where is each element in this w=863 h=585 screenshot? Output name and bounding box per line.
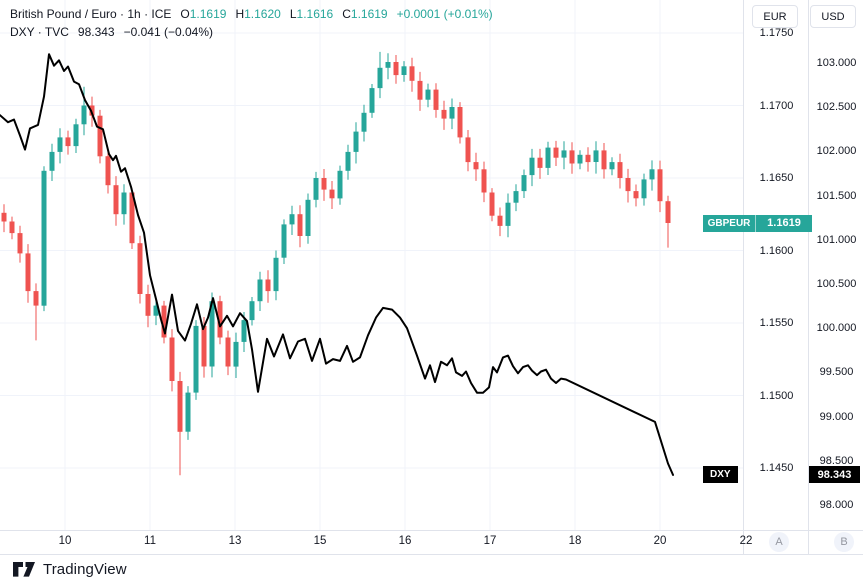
eur-price-scale[interactable]: 1.1750 1.1700 1.1650 1.1600 1.1550 1.1500 1.14… [743,0,809,530]
ohlc-token: H1.1620 [235,7,281,21]
usd-scale-tick: 99.500 [819,366,854,379]
symbol-change: +0.0001 (+0.01%) [396,7,493,21]
symbol-title: British Pound / Euro · 1h · ICE [10,7,172,21]
time-axis-label: 17 [483,535,497,547]
ohlc-token: C1.1619 [342,7,388,21]
time-axis[interactable]: 10 11 13 15 16 17 18 20 22 A B [0,530,863,555]
eur-scale-tick: 1.1600 [759,244,794,257]
gbpeur-badge-value: 1.1619 [755,214,812,232]
usd-scale-button[interactable]: USD [810,5,856,28]
usd-scale-tick: 98.500 [819,454,854,467]
eur-scale-tick: 1.1500 [759,389,794,402]
usd-scale-tick: 101.500 [816,189,857,202]
compare-change: −0.041 (−0.04%) [123,25,214,39]
usd-scale-tick: 101.000 [816,233,857,246]
time-axis-label: 11 [144,535,156,547]
axis-separator [743,531,744,554]
candlestick-chart[interactable] [0,0,743,530]
scale-mode-button-a[interactable]: A [769,532,789,552]
tradingview-logo[interactable]: TradingView [13,558,127,580]
usd-scale-tick: 103.000 [816,57,857,69]
dxy-series-badge: DXY [703,466,738,484]
time-axis-label: 20 [653,535,667,547]
chart-legend: British Pound / Euro · 1h · ICE O1.1619 H1… [10,5,493,41]
ohlc-token: O1.1619 [180,7,227,21]
eur-scale-tick: 1.1650 [759,172,794,184]
eur-scale-tick: 1.1700 [759,99,794,112]
usd-scale-tick: 100.000 [816,322,857,335]
usd-scale-tick: 99.000 [819,410,854,423]
usd-scale-tick: 102.000 [816,145,857,158]
scale-mode-button-b[interactable]: B [834,532,854,552]
legend-compare-row[interactable]: DXY · TVC 98.343 −0.041 (−0.04%) [10,23,493,41]
usd-price-scale[interactable]: 103.000 102.500 102.000 101.500 101.000 100.5… [808,0,863,530]
ohlc-token: L1.1616 [289,7,334,21]
dxy-price-badge: 98.343 [809,466,860,484]
axis-separator [808,531,809,554]
eur-scale-tick: 1.1550 [759,317,794,329]
legend-symbol-row[interactable]: British Pound / Euro · 1h · ICE O1.1619 H1… [10,5,493,23]
time-axis-label: 18 [568,535,582,547]
time-axis-label: 16 [398,535,412,547]
compare-value: 98.343 [77,25,115,39]
tradingview-logo-text: TradingView [43,560,127,578]
chart-canvas[interactable]: British Pound / Euro · 1h · ICE O1.1619 H1… [0,0,743,530]
time-axis-label: 22 [739,535,753,547]
time-axis-label: 10 [58,535,72,547]
usd-scale-tick: 102.500 [816,101,857,114]
eur-scale-button[interactable]: EUR [752,5,798,28]
usd-scale-tick: 98.000 [819,499,854,511]
gbpeur-price-badge: GBPEUR 1.1619 [703,214,812,232]
usd-scale-tick: 100.500 [816,278,857,290]
tradingview-logo-icon [13,561,35,577]
time-axis-label: 13 [228,535,242,547]
eur-scale-tick: 1.1450 [759,462,794,474]
time-axis-label: 15 [313,535,327,547]
gbpeur-badge-label: GBPEUR [703,214,755,232]
compare-title: DXY · TVC [10,25,69,39]
eur-scale-tick: 1.1750 [759,27,794,39]
